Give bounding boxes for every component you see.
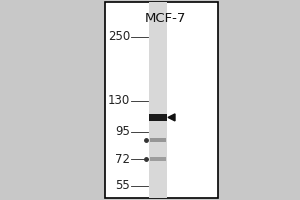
Text: 55: 55 (115, 179, 130, 192)
Bar (149, 114, 167, 121)
Text: 130: 130 (108, 94, 130, 107)
Bar (105, 2, 218, 198)
Text: 250: 250 (108, 30, 130, 43)
Text: 72: 72 (115, 153, 130, 166)
Polygon shape (168, 114, 175, 121)
Text: 95: 95 (115, 125, 130, 138)
Bar (0, 0, 105, 200)
Text: MCF-7: MCF-7 (144, 12, 186, 25)
Bar (150, 138, 166, 142)
Bar (149, 2, 167, 198)
Bar (150, 157, 166, 161)
